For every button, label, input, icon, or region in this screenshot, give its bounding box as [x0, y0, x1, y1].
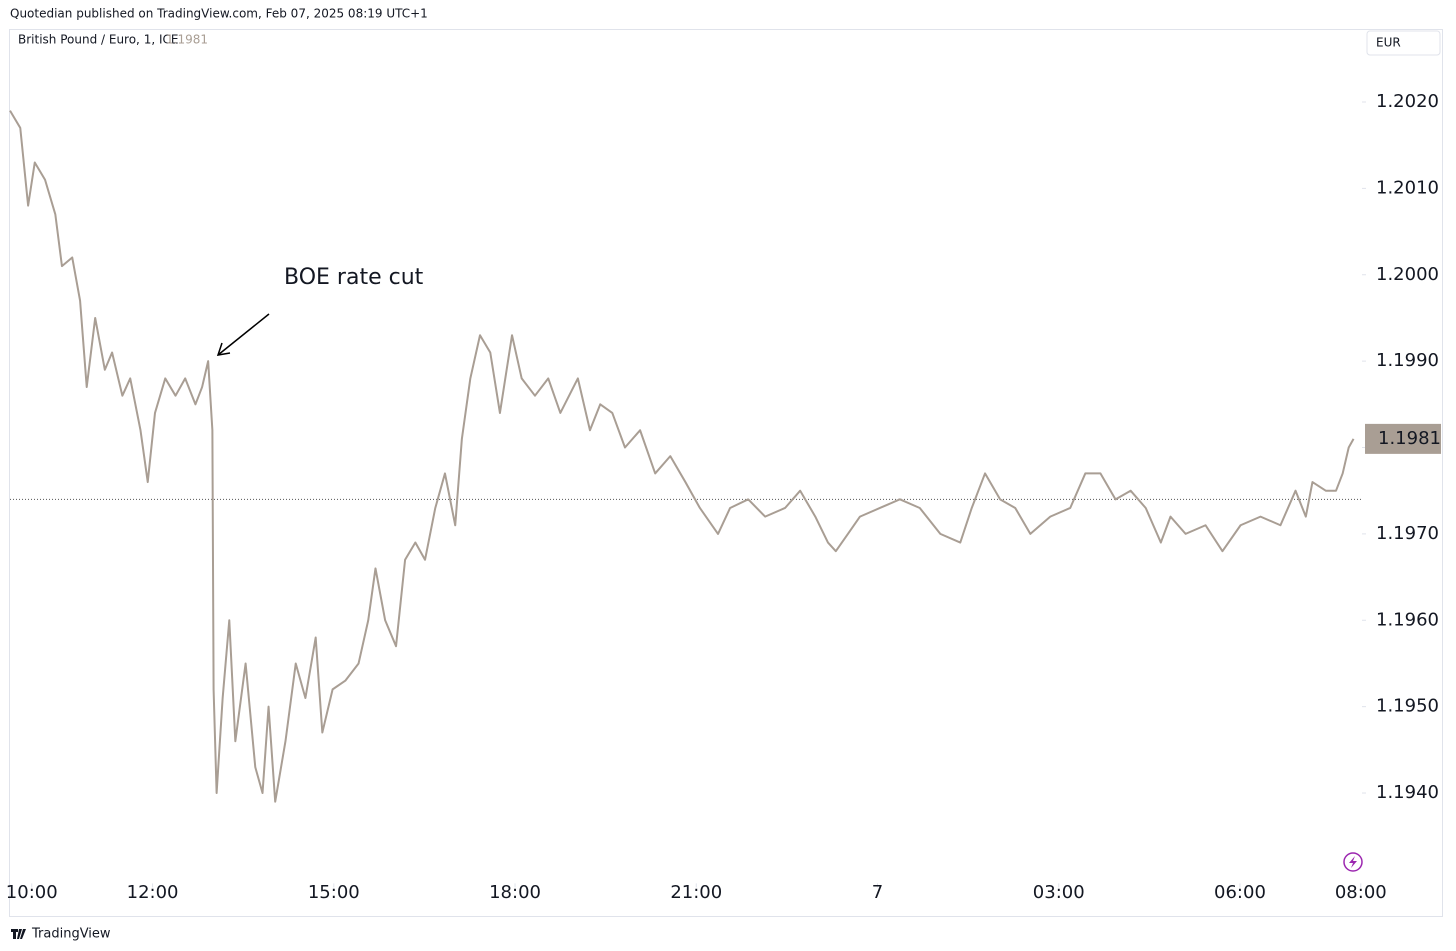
x-tick-label: 06:00: [1214, 882, 1266, 903]
brand-label: TradingView: [31, 927, 111, 942]
y-tick-label: 1.1970: [1376, 523, 1439, 544]
frame: [9, 29, 1443, 917]
y-tick-label: 1.1950: [1376, 696, 1439, 717]
x-tick-label: 15:00: [308, 882, 360, 903]
annotation-arrow: [216, 313, 270, 356]
y-tick-label: 1.1940: [1376, 782, 1439, 803]
y-tick-label: 1.2000: [1376, 264, 1439, 285]
price-line: [9, 110, 1355, 803]
last-price-tag: [1365, 423, 1441, 454]
x-tick-label: 21:00: [670, 882, 722, 903]
lightning-icon: [1343, 852, 1363, 872]
x-tick-label: 7: [872, 882, 883, 903]
y-tick-label: 1.1960: [1376, 609, 1439, 630]
x-tick-label: 10:00: [6, 882, 58, 903]
published-note: Quotedian published on TradingView.com, …: [10, 7, 428, 21]
symbol-title: British Pound / Euro, 1, ICE: [18, 33, 178, 47]
x-tick-label: 08:00: [1335, 882, 1387, 903]
x-tick-label: 03:00: [1033, 882, 1085, 903]
y-tick-label: 1.2010: [1376, 177, 1439, 198]
currency-label: EUR: [1376, 36, 1401, 50]
y-tick-label: 1.1990: [1376, 350, 1439, 371]
x-tick-label: 18:00: [489, 882, 541, 903]
x-tick-label: 12:00: [127, 882, 179, 903]
y-tick-label: 1.2020: [1376, 91, 1439, 112]
annotation: BOE rate cut: [284, 265, 424, 290]
last-price-label: 1.1981: [1378, 428, 1441, 449]
brand: TradingView: [11, 927, 111, 942]
currency-button[interactable]: [1366, 30, 1441, 56]
symbol-value: 1.1981: [166, 33, 208, 47]
